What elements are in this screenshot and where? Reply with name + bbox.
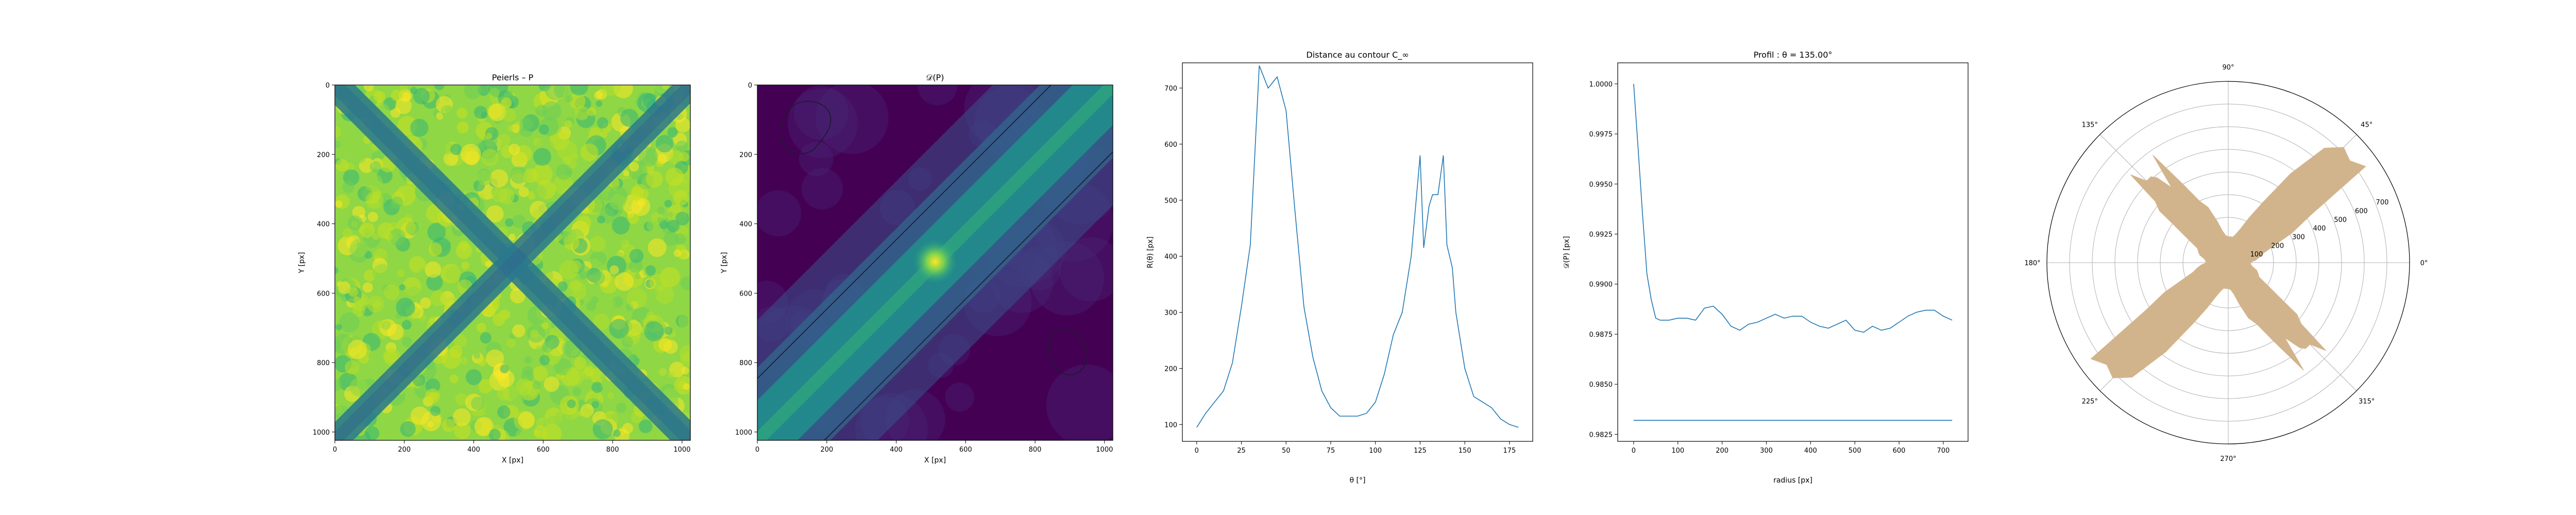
- radial-tick-label: 500: [2334, 216, 2347, 224]
- y-tick-label: 200: [1164, 365, 1177, 373]
- panel2-title: 𝒟(P): [926, 73, 944, 82]
- y-tick-label: 600: [1164, 141, 1177, 149]
- x-tick-label: 600: [1893, 447, 1906, 455]
- panel3-ylabel: R(θ) [px]: [1146, 236, 1155, 268]
- panel-polar: 100 200 300 400 500 600 700 0° 45° 90° 135° 180° 225…: [2024, 64, 2428, 463]
- y-tick-label: 0.9875: [1589, 331, 1613, 339]
- radial-tick-label: 600: [2355, 208, 2368, 215]
- y-tick-label: 400: [1164, 253, 1177, 261]
- y-tick-label: 400: [739, 221, 752, 229]
- angle-tick-label: 45°: [2361, 121, 2372, 129]
- panel-distance-map: 𝒟(P) 0 200 400 600 800 100002004006008001000 …: [720, 73, 1113, 465]
- x-tick-label: 1000: [1096, 446, 1113, 454]
- x-tick-label: 75: [1327, 447, 1335, 455]
- y-tick-label: 0.9850: [1589, 381, 1613, 389]
- y-tick-label: 200: [739, 151, 752, 159]
- angle-tick-label: 225°: [2082, 398, 2098, 406]
- panel4-xlabel: radius [px]: [1773, 476, 1812, 485]
- x-tick-label: 600: [537, 446, 550, 454]
- x-tick-label: 0: [1195, 447, 1199, 455]
- y-tick-label: 1.0000: [1589, 81, 1613, 89]
- x-tick-label: 600: [959, 446, 972, 454]
- x-tick-label: 0: [333, 446, 337, 454]
- y-tick-label: 0: [326, 82, 330, 90]
- y-tick-label: 1000: [735, 429, 752, 437]
- panel1-ylabel: Y [px]: [298, 252, 306, 273]
- x-tick-label: 200: [1716, 447, 1728, 455]
- x-tick-label: 800: [1029, 446, 1042, 454]
- panel1-title: Peierls – P: [492, 73, 534, 82]
- y-tick-label: 800: [739, 359, 752, 367]
- y-tick-label: 700: [1164, 85, 1177, 93]
- x-tick-label: 25: [1237, 447, 1246, 455]
- y-tick-label: 100: [1164, 421, 1177, 429]
- x-tick-label: 300: [1760, 447, 1773, 455]
- y-tick-label: 0: [748, 82, 752, 90]
- x-tick-label: 200: [398, 446, 411, 454]
- panel4-ylabel: 𝒟(P) [px]: [1563, 236, 1571, 268]
- y-tick-label: 800: [317, 359, 330, 367]
- heatmap-peierls: [335, 85, 690, 440]
- panel4-title: Profil : θ = 135.00°: [1754, 50, 1833, 60]
- angle-tick-label: 0°: [2420, 260, 2428, 267]
- radial-tick-label: 100: [2250, 251, 2263, 259]
- x-tick-label: 400: [1804, 447, 1817, 455]
- x-tick-label: 0: [755, 446, 759, 454]
- y-tick-label: 400: [317, 221, 330, 229]
- angle-tick-label: 270°: [2220, 455, 2236, 463]
- y-tick-label: 1000: [313, 429, 330, 437]
- x-tick-label: 0: [1632, 447, 1636, 455]
- x-tick-label: 800: [606, 446, 619, 454]
- radial-tick-label: 300: [2292, 233, 2305, 241]
- x-tick-label: 125: [1414, 447, 1427, 455]
- x-tick-label: 1000: [673, 446, 690, 454]
- y-tick-label: 300: [1164, 310, 1177, 317]
- y-tick-label: 600: [317, 290, 330, 298]
- angle-tick-label: 90°: [2222, 64, 2234, 72]
- radial-tick-label: 700: [2376, 199, 2389, 207]
- y-tick-label: 200: [317, 151, 330, 159]
- angle-tick-label: 180°: [2024, 260, 2040, 267]
- y-tick-label: 500: [1164, 197, 1177, 205]
- panel-profile: Profil : θ = 135.00° 0 100 200 300 400 500 600…: [1563, 50, 1969, 485]
- series-line-0: [1633, 83, 1953, 333]
- x-tick-label: 50: [1282, 447, 1291, 455]
- y-tick-label: 0.9975: [1589, 131, 1613, 139]
- x-tick-label: 500: [1849, 447, 1861, 455]
- x-tick-label: 700: [1937, 447, 1950, 455]
- panel1-xlabel: X [px]: [502, 456, 523, 465]
- polar-area: [2090, 147, 2366, 379]
- panel2-xlabel: X [px]: [924, 456, 946, 465]
- radial-tick-label: 400: [2313, 225, 2326, 233]
- y-tick-label: 600: [739, 290, 752, 298]
- panel-peierls: Peierls – P 0 200 400 600 800 1000 0 200 400 600 8…: [298, 73, 691, 465]
- radial-tick-label: 200: [2271, 242, 2284, 250]
- panel3-xlabel: θ [°]: [1350, 476, 1366, 485]
- x-tick-label: 175: [1503, 447, 1516, 455]
- polar-frame: [2046, 81, 2410, 444]
- angle-tick-label: 135°: [2082, 121, 2098, 129]
- panel2-ylabel: Y [px]: [720, 252, 728, 273]
- y-tick-label: 0.9925: [1589, 231, 1613, 239]
- panel-contour-distance: Distance au contour C_∞ 0 25 50 75 100 125 150…: [1146, 50, 1533, 485]
- y-tick-label: 0.9950: [1589, 181, 1613, 188]
- x-tick-label: 400: [890, 446, 903, 454]
- panel3-title: Distance au contour C_∞: [1306, 50, 1409, 60]
- x-tick-label: 100: [1671, 447, 1684, 455]
- x-tick-label: 400: [467, 446, 480, 454]
- y-tick-label: 0.9825: [1589, 431, 1613, 439]
- x-tick-label: 150: [1459, 447, 1471, 455]
- x-tick-label: 100: [1369, 447, 1382, 455]
- x-tick-label: 200: [820, 446, 833, 454]
- angle-tick-label: 315°: [2359, 398, 2375, 406]
- y-tick-label: 0.9900: [1589, 281, 1613, 289]
- heatmap-distance: [757, 85, 1113, 440]
- series-line-0: [1196, 65, 1519, 428]
